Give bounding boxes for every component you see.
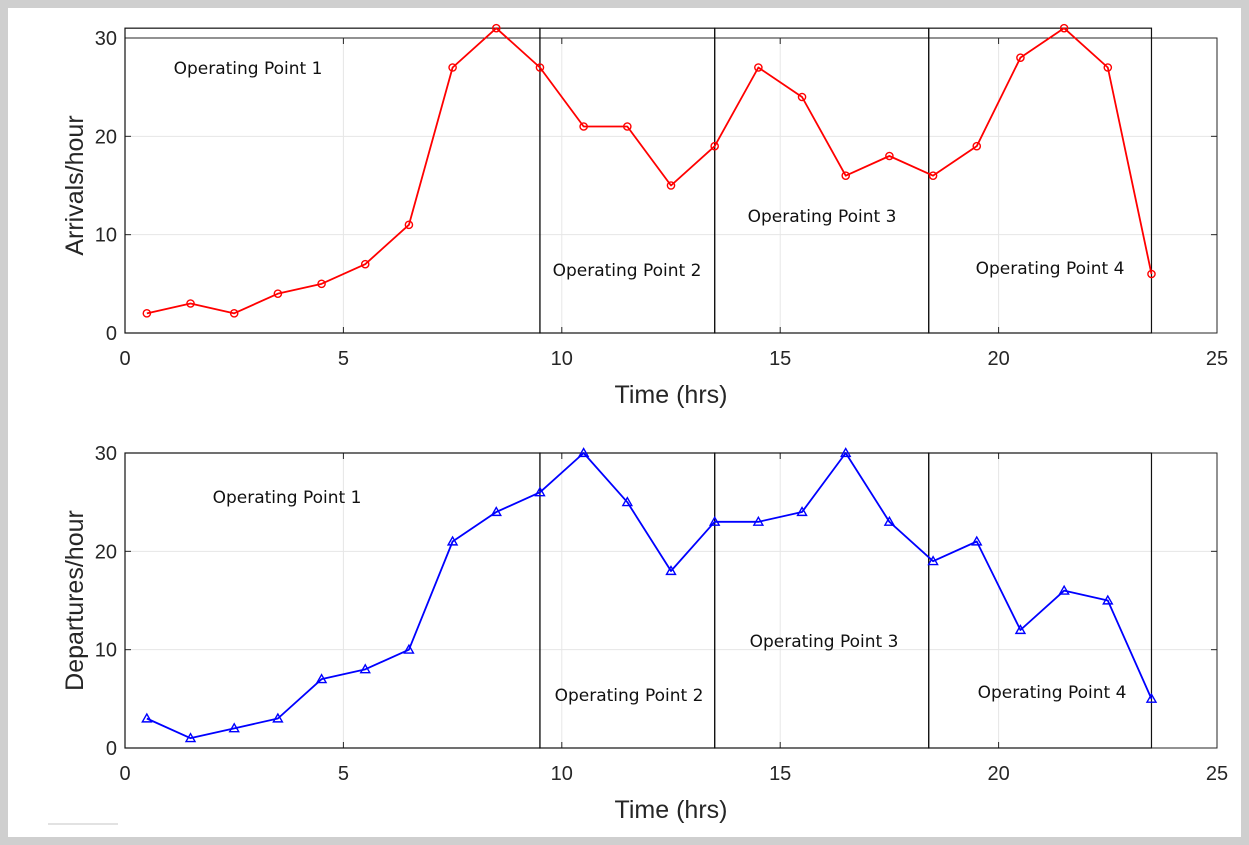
data-point bbox=[360, 259, 370, 269]
chart-panel-2: 0 5 10 15 20 25 0 10 20 30 Time (hrs) Departures/ho… bbox=[61, 443, 1228, 824]
data-point bbox=[797, 92, 807, 102]
scroll-indicator bbox=[48, 823, 118, 825]
data-point bbox=[1059, 23, 1069, 33]
data-point bbox=[710, 141, 719, 151]
operating-point-label-2: Operating Point 2 bbox=[553, 261, 702, 281]
x-tick-label: 25 bbox=[1206, 348, 1228, 370]
x-tick-label: 10 bbox=[551, 763, 573, 785]
data-point bbox=[971, 535, 983, 546]
data-point bbox=[534, 486, 546, 497]
data-point bbox=[623, 122, 632, 131]
data-point bbox=[841, 171, 851, 180]
y-tick-label: 20 bbox=[95, 126, 117, 148]
x-axis-title: Time (hrs) bbox=[615, 381, 728, 409]
data-point bbox=[754, 63, 763, 72]
operating-point-label-3: Operating Point 3 bbox=[750, 632, 899, 652]
x-tick-label: 0 bbox=[119, 763, 130, 785]
y-tick-label: 0 bbox=[106, 323, 117, 345]
y-tick-label: 0 bbox=[106, 738, 117, 760]
x-tick-label: 5 bbox=[338, 348, 349, 370]
operating-point-label-4: Operating Point 4 bbox=[976, 259, 1125, 279]
series-line bbox=[146, 452, 1153, 740]
data-point bbox=[1102, 594, 1114, 605]
x-tick-label: 25 bbox=[1206, 763, 1228, 785]
operating-point-region-3 bbox=[714, 452, 930, 749]
figure-frame: 0 5 10 15 20 25 0 10 20 30 Time (hrs) Arrivals/hour… bbox=[8, 8, 1241, 837]
operating-point-region-2 bbox=[539, 27, 716, 334]
data-point bbox=[228, 722, 240, 733]
operating-point-region-4 bbox=[928, 27, 1153, 334]
y-axis-title: Departures/hour bbox=[61, 510, 89, 691]
data-point bbox=[928, 171, 938, 180]
data-point bbox=[621, 496, 634, 507]
data-point bbox=[885, 151, 894, 161]
y-tick-label: 10 bbox=[95, 640, 117, 662]
operating-point-label-3: Operating Point 3 bbox=[748, 207, 897, 227]
figure: 0 5 10 15 20 25 0 10 20 30 Time (hrs) Arrivals/hour… bbox=[61, 23, 1228, 824]
operating-point-region-3 bbox=[714, 27, 930, 334]
operating-point-region-4 bbox=[928, 452, 1153, 749]
data-point bbox=[142, 309, 152, 318]
data-point bbox=[972, 141, 982, 151]
data-point bbox=[1014, 624, 1027, 635]
data-point bbox=[796, 506, 808, 517]
data-point bbox=[403, 643, 415, 654]
operating-point-label-2: Operating Point 2 bbox=[555, 686, 704, 706]
data-point bbox=[491, 23, 501, 33]
chart-panel-1: 0 5 10 15 20 25 0 10 20 30 Time (hrs) Arrivals/hour… bbox=[61, 23, 1228, 409]
series-line bbox=[146, 27, 1153, 315]
data-point bbox=[273, 289, 283, 298]
y-axis-title: Arrivals/hour bbox=[61, 115, 89, 255]
data-point bbox=[359, 663, 371, 674]
data-point bbox=[666, 181, 676, 190]
x-tick-label: 15 bbox=[769, 348, 791, 370]
x-axis-title: Time (hrs) bbox=[615, 796, 728, 824]
data-point bbox=[229, 309, 239, 318]
data-point bbox=[1016, 53, 1025, 62]
data-point bbox=[708, 515, 721, 526]
data-point bbox=[490, 506, 502, 517]
data-point bbox=[141, 712, 153, 723]
data-point bbox=[186, 299, 195, 308]
x-tick-label: 0 bbox=[119, 348, 130, 370]
y-tick-label: 30 bbox=[95, 443, 117, 465]
data-point bbox=[665, 565, 677, 576]
y-tick-label: 30 bbox=[95, 28, 117, 50]
x-tick-label: 15 bbox=[769, 763, 791, 785]
y-tick-label: 20 bbox=[95, 541, 117, 563]
data-point bbox=[752, 515, 765, 526]
data-point bbox=[404, 220, 414, 230]
data-point bbox=[1103, 63, 1113, 72]
operating-point-label-1: Operating Point 1 bbox=[174, 59, 323, 79]
data-point bbox=[577, 447, 590, 458]
data-point bbox=[446, 535, 459, 546]
x-tick-label: 20 bbox=[987, 348, 1009, 370]
y-tick-label: 10 bbox=[95, 225, 117, 247]
data-point bbox=[184, 732, 197, 743]
data-point bbox=[579, 122, 588, 131]
data-point bbox=[272, 712, 284, 723]
data-point bbox=[1145, 692, 1158, 703]
data-point bbox=[840, 447, 852, 458]
x-tick-label: 10 bbox=[551, 348, 573, 370]
operating-point-label-4: Operating Point 4 bbox=[978, 683, 1127, 703]
x-tick-label: 5 bbox=[338, 763, 349, 785]
data-point bbox=[448, 63, 457, 72]
data-point bbox=[1147, 269, 1156, 279]
x-tick-label: 20 bbox=[987, 763, 1009, 785]
data-point bbox=[883, 515, 896, 526]
data-point bbox=[317, 279, 326, 289]
data-point bbox=[1058, 584, 1070, 595]
operating-point-label-1: Operating Point 1 bbox=[213, 488, 362, 508]
data-point bbox=[535, 63, 545, 72]
data-point bbox=[315, 673, 328, 684]
data-point bbox=[927, 555, 939, 566]
